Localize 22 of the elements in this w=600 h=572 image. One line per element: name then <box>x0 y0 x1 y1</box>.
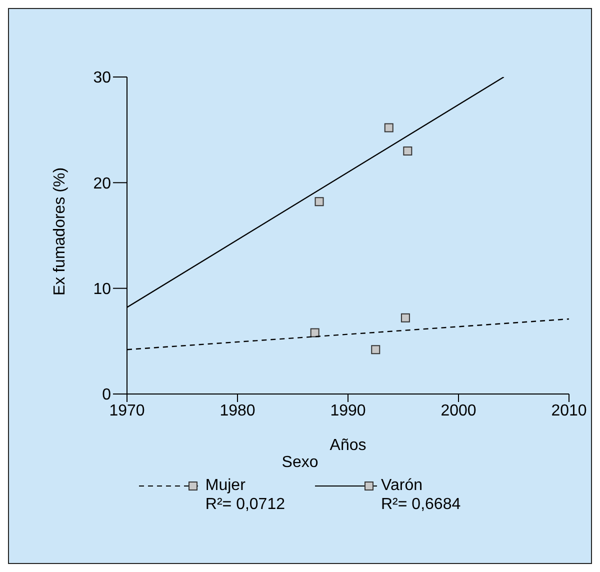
point <box>371 345 380 354</box>
x-axis-title: Años <box>330 437 366 454</box>
legend-label: Mujer <box>205 476 246 495</box>
y-tick-label: 0 <box>102 386 112 404</box>
x-tick-label: 1980 <box>220 402 256 420</box>
y-tick-label: 20 <box>93 175 112 192</box>
y-axis-title: Ex fumadores (%) <box>52 167 69 296</box>
text: R²= 0,6684 <box>381 495 461 514</box>
y-tick-label: 30 <box>93 70 112 87</box>
point <box>314 197 324 206</box>
text: R²= 0,0712 <box>205 495 285 514</box>
point <box>384 123 394 132</box>
y-tick-label: 10 <box>93 281 112 298</box>
x-tick-label: 1990 <box>330 402 366 420</box>
x-tick-label: 1970 <box>109 402 145 420</box>
point <box>403 146 412 156</box>
legend-title: Sexo <box>280 454 320 472</box>
point <box>400 313 410 322</box>
point <box>310 328 320 338</box>
legend-label: Varón <box>381 476 424 495</box>
x-tick-label: 2000 <box>440 402 476 420</box>
x-tick-label: 2010 <box>551 402 587 420</box>
